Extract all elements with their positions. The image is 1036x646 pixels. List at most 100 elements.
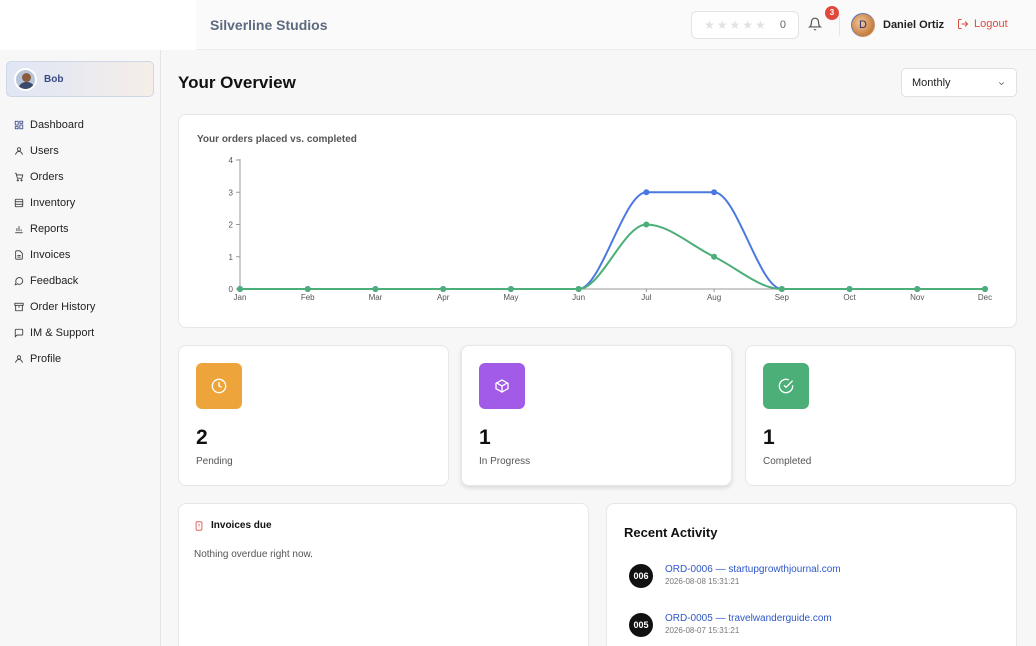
y-tick-label: 2 (229, 221, 234, 230)
x-tick-label: Dec (978, 293, 992, 302)
sidebar-item-profile[interactable]: Profile (14, 346, 95, 372)
recent-activity-title: Recent Activity (624, 525, 718, 540)
stat-icon-box (479, 363, 525, 409)
activity-item[interactable]: 006 ORD-0006 — startupgrowthjournal.com … (629, 564, 989, 594)
stat-icon-box (196, 363, 242, 409)
recent-activity-card: Recent Activity 006 ORD-0006 — startupgr… (606, 503, 1017, 646)
sidebar-item-label: Invoices (30, 249, 71, 261)
sidebar-item-orders[interactable]: Orders (14, 164, 95, 190)
sidebar-item-order-history[interactable]: Order History (14, 294, 95, 320)
data-point (575, 286, 582, 292)
check-circle-icon (778, 378, 794, 394)
profile-name: Bob (44, 74, 64, 85)
period-select[interactable]: Monthly (901, 68, 1017, 97)
chat-bubble-icon (14, 277, 24, 286)
data-point (982, 286, 988, 292)
activity-badge: 006 (629, 564, 653, 588)
clock-icon (211, 378, 227, 394)
sidebar-item-reports[interactable]: Reports (14, 216, 95, 242)
activity-link[interactable]: ORD-0005 — travelwanderguide.com (665, 613, 832, 624)
brand-name: Silverline Studios (210, 17, 328, 33)
y-tick-label: 4 (229, 156, 234, 165)
star-rating-icon[interactable]: ★★★★★ (704, 18, 768, 32)
alert-document-icon (195, 520, 203, 531)
activity-badge: 005 (629, 613, 653, 637)
archive-icon (14, 302, 24, 312)
invoices-due-title: Invoices due (194, 520, 272, 531)
sidebar-item-label: Inventory (30, 197, 76, 209)
logout-button[interactable]: Logout (957, 18, 1008, 30)
x-tick-label: May (503, 293, 518, 302)
stat-label: Completed (763, 456, 812, 467)
data-point (507, 286, 514, 292)
data-point (914, 286, 921, 292)
user-avatar[interactable]: D (851, 13, 875, 37)
sidebar-item-label: IM & Support (30, 327, 95, 339)
chart-title: Your orders placed vs. completed (197, 134, 357, 145)
grid-icon (14, 120, 24, 130)
notification-badge: 3 (825, 6, 839, 20)
activity-link[interactable]: ORD-0006 — startupgrowthjournal.com (665, 564, 841, 575)
y-tick-label: 3 (229, 188, 234, 197)
invoices-due-label: Invoices due (211, 520, 272, 531)
x-tick-label: Oct (843, 293, 856, 302)
x-tick-label: Jan (234, 293, 247, 302)
stat-icon-box (763, 363, 809, 409)
sidebar-item-label: Orders (30, 171, 64, 183)
user-icon (15, 355, 23, 363)
sidebar-item-feedback[interactable]: Feedback (14, 268, 95, 294)
sidebar-item-inventory[interactable]: Inventory (14, 190, 95, 216)
box-icon (495, 379, 509, 393)
avatar-initial: D (852, 14, 874, 36)
user-name[interactable]: Daniel Ortiz (883, 19, 945, 31)
stat-card-completed: 1 Completed (745, 345, 1016, 486)
sidebar-item-label: Profile (30, 353, 62, 365)
sidebar-item-invoices[interactable]: Invoices (14, 242, 95, 268)
stat-value: 1 (479, 426, 491, 449)
page-title: Your Overview (178, 73, 296, 92)
data-point (711, 189, 718, 196)
x-tick-label: Feb (301, 293, 315, 302)
data-point (304, 286, 311, 292)
y-tick-label: 1 (229, 253, 234, 262)
sidebar-item-label: Reports (30, 223, 69, 235)
series-line-0 (240, 191, 985, 290)
notification-bell-icon[interactable] (807, 14, 828, 36)
activity-time: 2026-08-07 15:31:21 (665, 626, 740, 635)
sidebar-item-dashboard[interactable]: Dashboard (14, 112, 95, 138)
sidebar-nav: Dashboard Users Orders Inventory Reports… (14, 112, 95, 372)
data-point (643, 221, 650, 228)
data-point (778, 286, 785, 292)
rating-widget[interactable]: ★★★★★ 0 (691, 11, 799, 39)
document-icon (15, 250, 23, 260)
x-tick-label: Apr (437, 293, 450, 302)
top-bar: Silverline Studios ★★★★★ 0 3 D Daniel Or… (196, 0, 1036, 50)
orders-chart-card: Your orders placed vs. completed 0 1 2 3 4 Ja… (178, 114, 1017, 328)
profile-card[interactable]: Bob (6, 61, 154, 97)
divider (839, 14, 840, 36)
orders-chart: 0 1 2 3 4 Jan Feb Mar Apr May Jun Jul Aug Sep Oct Nov De… (229, 156, 993, 302)
top-left-spacer (0, 0, 196, 50)
user-icon (15, 147, 23, 155)
bar-chart-icon (15, 226, 23, 234)
logout-label: Logout (974, 18, 1008, 30)
x-tick-label: Jul (641, 293, 651, 302)
y-tick-label: 0 (229, 285, 234, 294)
data-point (711, 253, 718, 260)
data-point (372, 286, 379, 292)
x-tick-label: Sep (775, 293, 790, 302)
stat-label: Pending (196, 456, 233, 467)
data-point (643, 189, 650, 196)
x-tick-label: Jun (572, 293, 585, 302)
sidebar-item-label: Users (30, 145, 59, 157)
cart-icon (14, 172, 24, 182)
database-icon (14, 198, 24, 208)
x-tick-label: Mar (369, 293, 383, 302)
sidebar-item-im-support[interactable]: IM & Support (14, 320, 95, 346)
sidebar-item-users[interactable]: Users (14, 138, 95, 164)
rating-count: 0 (779, 19, 786, 31)
data-point (237, 286, 243, 292)
stat-value: 2 (196, 426, 208, 449)
activity-item[interactable]: 005 ORD-0005 — travelwanderguide.com 202… (629, 613, 989, 643)
profile-avatar (14, 68, 37, 91)
